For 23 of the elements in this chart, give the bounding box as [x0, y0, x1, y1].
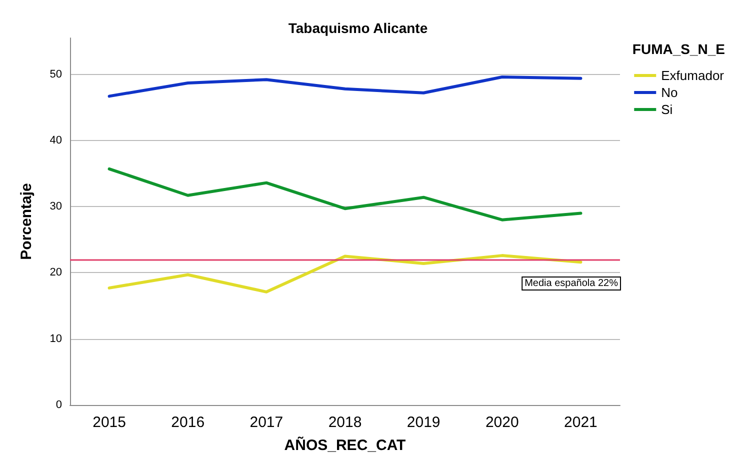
chart-title: Tabaquismo Alicante [288, 20, 428, 36]
x-tick-label: 2015 [92, 414, 126, 431]
line-series [108, 76, 582, 98]
x-tick-label: 2021 [564, 414, 598, 431]
x-axis-title: AÑOS_REC_CAT [284, 436, 406, 454]
y-tick-label: 30 [50, 200, 62, 213]
line-series [108, 167, 582, 222]
y-tick-label: 20 [50, 266, 62, 279]
y-axis-title: Porcentaje [18, 183, 35, 260]
ref-line-label: Media española 22% [524, 278, 618, 290]
legend-label: No [661, 85, 678, 100]
legend-label: Si [661, 102, 673, 117]
y-tick-label: 0 [56, 399, 62, 411]
x-tick-label: 2019 [406, 414, 440, 431]
y-tick-label: 40 [50, 134, 62, 146]
y-tick-label: 50 [50, 68, 62, 80]
legend-title: FUMA_S_N_E [632, 41, 726, 57]
x-tick-label: 2018 [328, 414, 362, 431]
y-tick-label: 10 [50, 332, 62, 345]
legend-label: Exfumador [661, 68, 725, 83]
x-tick-label: 2020 [485, 414, 519, 431]
x-tick-label: 2016 [171, 414, 205, 431]
x-tick-label: 2017 [250, 414, 284, 431]
